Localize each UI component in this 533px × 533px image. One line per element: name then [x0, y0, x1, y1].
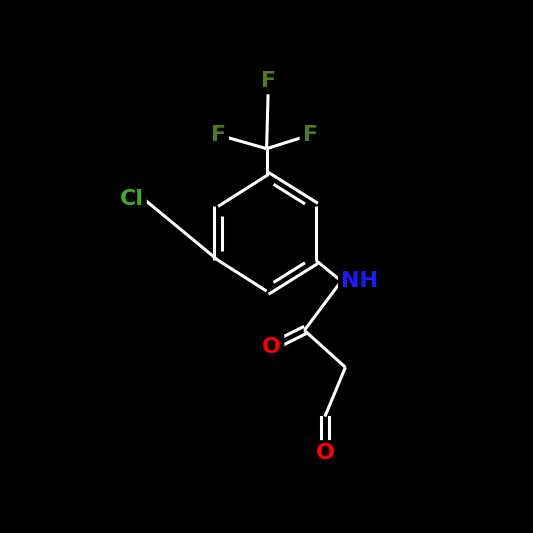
Text: O: O: [316, 443, 334, 464]
Text: NH: NH: [341, 271, 378, 291]
Text: F: F: [211, 125, 225, 145]
Text: F: F: [303, 125, 318, 145]
Text: Cl: Cl: [119, 189, 143, 209]
Text: F: F: [261, 71, 276, 91]
Text: O: O: [262, 337, 281, 357]
